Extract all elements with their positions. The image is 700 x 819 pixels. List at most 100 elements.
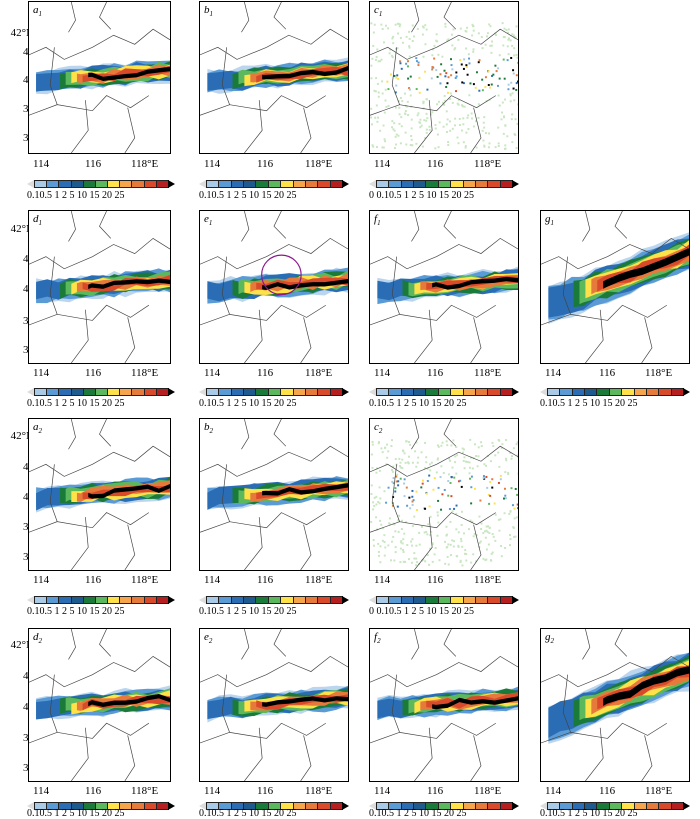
precip-dot <box>491 40 494 43</box>
province-boundary <box>49 464 58 522</box>
colorbar-swatch <box>437 180 452 188</box>
precip-dot <box>509 538 512 541</box>
precip-dot <box>398 122 401 125</box>
precip-dot <box>410 540 413 543</box>
precip-dot <box>451 127 454 130</box>
province-boundary <box>241 419 250 450</box>
precip-dot <box>372 145 375 148</box>
precip-dot <box>379 60 382 63</box>
precip-dot <box>480 528 483 531</box>
precip-dot <box>431 111 434 114</box>
precip-dot <box>490 83 493 86</box>
precip-dot <box>410 135 413 137</box>
colorbar-max-arrow <box>512 596 519 604</box>
precip-dot <box>512 35 515 38</box>
precip-dot <box>386 80 389 83</box>
precip-dot <box>503 497 505 500</box>
province-boundary <box>200 512 326 533</box>
colorbar-min-arrow <box>540 388 547 396</box>
precip-dot <box>435 33 438 36</box>
precip-dot <box>396 74 399 77</box>
precip-dot <box>405 143 408 146</box>
precip-dot <box>402 548 405 551</box>
precip-dot <box>437 486 440 489</box>
precip-dot <box>477 32 480 35</box>
precip-dot <box>415 490 418 493</box>
precip-dot <box>477 455 480 458</box>
precip-dot <box>437 445 440 448</box>
precip-dot <box>492 535 495 538</box>
province-boundary <box>29 237 170 270</box>
province-boundary <box>71 517 89 570</box>
precip-dot <box>411 461 414 464</box>
precip-dot <box>504 144 507 147</box>
colorbar-swatch <box>462 388 476 396</box>
colorbar-swatch <box>317 596 331 604</box>
precip-field <box>36 60 170 95</box>
precip-dot <box>390 559 393 562</box>
province-boundary <box>124 735 136 781</box>
colorbar-swatch <box>400 388 415 396</box>
precip-dot <box>512 72 515 75</box>
precip-dot <box>456 102 459 105</box>
precip-dot <box>461 564 464 567</box>
precip-dot <box>479 540 482 543</box>
precip-dot <box>463 105 466 108</box>
precip-dot <box>459 59 462 62</box>
precip-dot <box>370 484 373 487</box>
precip-dot <box>419 121 422 124</box>
precip-dot <box>415 544 418 547</box>
precip-dot <box>515 516 518 519</box>
precip-dot <box>513 47 516 50</box>
precip-dot <box>447 76 450 79</box>
precip-dot <box>517 507 518 510</box>
province-boundaries <box>370 419 518 570</box>
precip-dot <box>370 453 373 456</box>
colorbar-f1 <box>369 388 519 396</box>
precip-dot <box>374 90 377 93</box>
precip-dot <box>399 547 402 550</box>
precip-dot <box>514 487 517 490</box>
panel-label-e2: e2 <box>203 631 214 648</box>
precip-dot <box>375 77 378 80</box>
colorbar-min-arrow <box>27 180 34 188</box>
precip-dot <box>466 73 469 76</box>
colorbar-swatch <box>388 180 402 188</box>
precip-dot <box>467 114 470 117</box>
province-boundary <box>71 727 89 781</box>
precip-dot <box>392 128 395 131</box>
precip-dot <box>387 450 390 453</box>
precip-dot <box>407 77 410 80</box>
colorbar-ticks-c1: 0 0.10.5 1 2 5 10 15 20 25 <box>369 190 474 201</box>
precip-dot <box>513 535 516 538</box>
precip-dot <box>375 104 378 107</box>
precip-dot <box>465 47 468 50</box>
precip-dot <box>383 138 386 141</box>
province-boundary <box>200 304 326 326</box>
precip-dot <box>468 57 471 60</box>
province-boundary <box>470 524 482 570</box>
precip-dot <box>384 24 387 27</box>
precip-dot <box>396 473 399 476</box>
precip-dot <box>515 82 518 85</box>
colorbar-swatch <box>584 388 598 396</box>
precip-dot <box>506 59 509 62</box>
map-f1 <box>370 211 518 363</box>
province-boundary <box>200 445 348 477</box>
lon-label-116: 116 <box>427 785 444 797</box>
precip-dot <box>442 101 444 104</box>
map-e2 <box>200 629 348 781</box>
precip-dot <box>449 97 452 100</box>
precip-dot <box>470 475 473 478</box>
precip-dot <box>422 102 425 105</box>
precip-dot <box>502 44 505 47</box>
colorbar-e2 <box>199 802 349 810</box>
province-boundary <box>411 629 420 660</box>
precip-dot <box>429 515 432 518</box>
colorbar-b2 <box>199 596 349 604</box>
colorbar-swatch <box>46 180 60 188</box>
precip-dot <box>388 517 391 520</box>
colorbar-swatch <box>487 802 501 810</box>
colorbar-swatch <box>376 596 390 604</box>
precip-dot <box>385 105 388 108</box>
